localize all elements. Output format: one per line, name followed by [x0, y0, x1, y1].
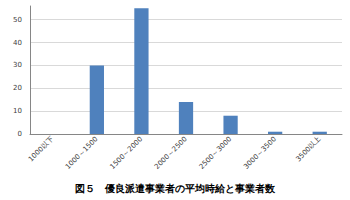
svg-text:40: 40 [13, 39, 22, 47]
svg-text:1500～2000: 1500～2000 [109, 135, 145, 171]
svg-text:図５ 優良派遣事業者の平均時給と事業者数: 図５ 優良派遣事業者の平均時給と事業者数 [75, 183, 276, 194]
svg-text:3500以上: 3500以上 [294, 135, 322, 163]
svg-text:2500～3000: 2500～3000 [198, 135, 234, 171]
svg-text:0: 0 [18, 130, 22, 138]
svg-text:2000～2500: 2000～2500 [153, 135, 189, 171]
svg-text:1000～1500: 1000～1500 [64, 135, 100, 171]
svg-text:10: 10 [13, 107, 22, 115]
svg-text:1000以下: 1000以下 [27, 135, 55, 163]
svg-text:50: 50 [13, 16, 22, 24]
svg-text:3000～3500: 3000～3500 [242, 135, 278, 171]
svg-text:30: 30 [13, 61, 22, 69]
svg-text:20: 20 [13, 84, 22, 92]
